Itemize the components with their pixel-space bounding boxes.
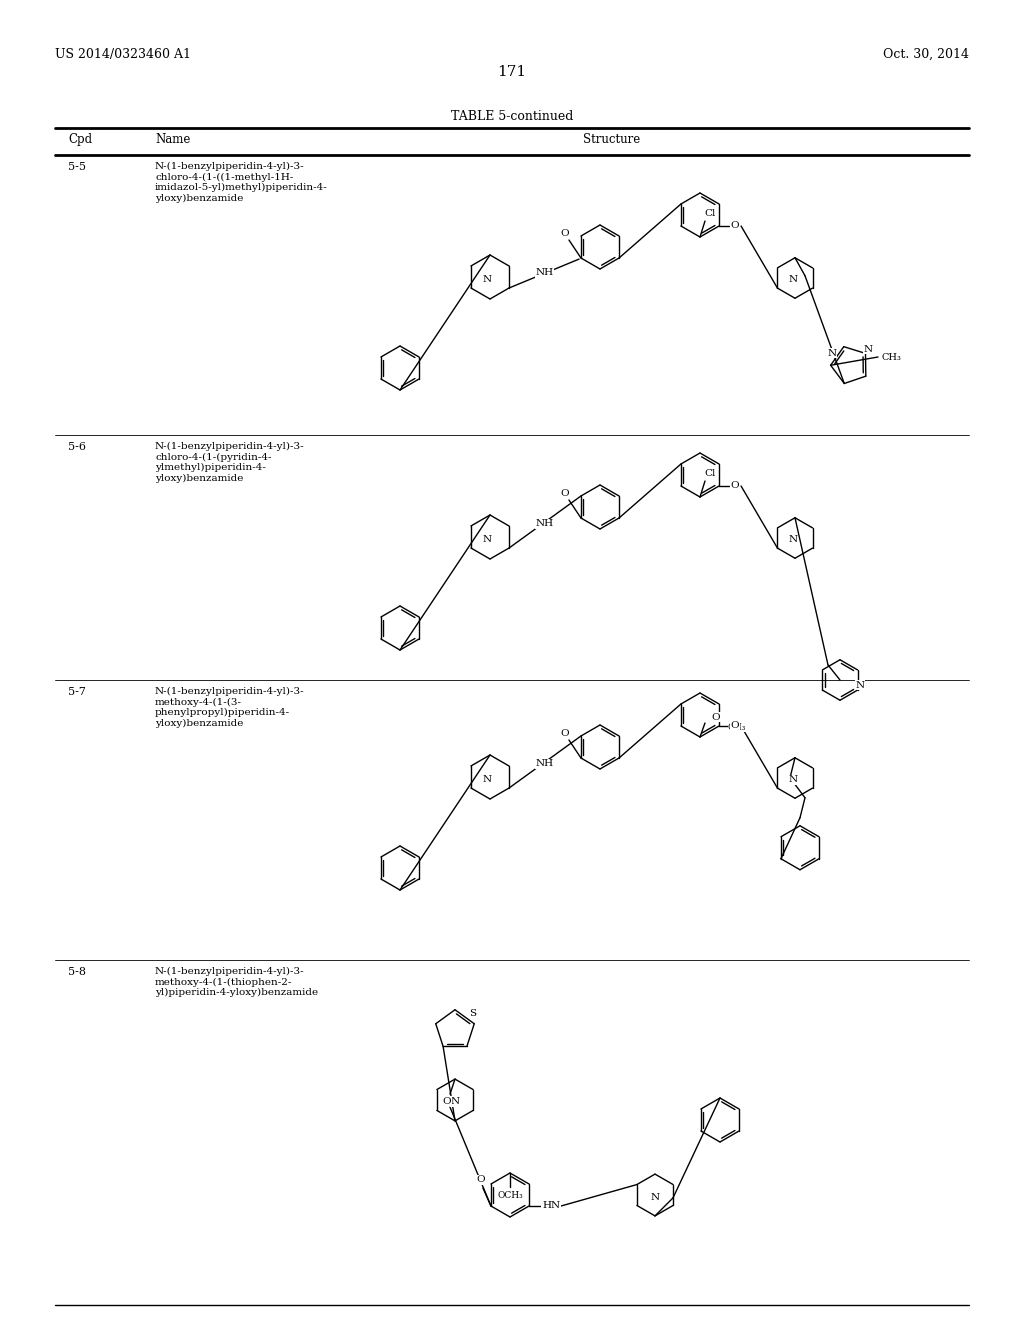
Text: Cl: Cl <box>705 470 716 479</box>
Text: 5-8: 5-8 <box>68 968 86 977</box>
Text: N: N <box>451 1097 460 1106</box>
Text: HN: HN <box>542 1201 560 1210</box>
Text: US 2014/0323460 A1: US 2014/0323460 A1 <box>55 48 191 61</box>
Text: N: N <box>863 345 872 354</box>
Text: 5-7: 5-7 <box>68 686 86 697</box>
Text: OCH₃: OCH₃ <box>497 1191 523 1200</box>
Text: O: O <box>476 1176 485 1184</box>
Text: N: N <box>788 776 798 784</box>
Text: O: O <box>712 713 720 722</box>
Text: O: O <box>731 722 739 730</box>
Text: N: N <box>650 1192 659 1201</box>
Text: 5-6: 5-6 <box>68 442 86 451</box>
Text: O: O <box>560 729 569 738</box>
Text: O: O <box>442 1097 452 1106</box>
Text: TABLE 5-continued: TABLE 5-continued <box>451 110 573 123</box>
Text: N-(1-benzylpiperidin-4-yl)-3-
chloro-4-(1-(pyridin-4-
ylmethyl)piperidin-4-
ylox: N-(1-benzylpiperidin-4-yl)-3- chloro-4-(… <box>155 442 304 483</box>
Text: Name: Name <box>155 133 190 147</box>
Text: CH₃: CH₃ <box>728 722 746 731</box>
Text: O: O <box>731 482 739 491</box>
Text: N: N <box>482 535 492 544</box>
Text: O: O <box>731 222 739 231</box>
Text: N-(1-benzylpiperidin-4-yl)-3-
methoxy-4-(1-(thiophen-2-
yl)piperidin-4-yloxy)ben: N-(1-benzylpiperidin-4-yl)-3- methoxy-4-… <box>155 968 318 997</box>
Text: N: N <box>482 275 492 284</box>
Text: N-(1-benzylpiperidin-4-yl)-3-
methoxy-4-(1-(3-
phenylpropyl)piperidin-4-
yloxy)b: N-(1-benzylpiperidin-4-yl)-3- methoxy-4-… <box>155 686 304 727</box>
Text: 171: 171 <box>498 65 526 79</box>
Text: N: N <box>482 775 492 784</box>
Text: N: N <box>856 681 865 689</box>
Text: NH: NH <box>536 268 554 277</box>
Text: NH: NH <box>536 520 554 528</box>
Text: Structure: Structure <box>584 133 641 147</box>
Text: O: O <box>560 488 569 498</box>
Text: 5-5: 5-5 <box>68 162 86 172</box>
Text: N: N <box>788 276 798 285</box>
Text: N: N <box>788 536 798 544</box>
Text: N-(1-benzylpiperidin-4-yl)-3-
chloro-4-(1-((1-methyl-1H-
imidazol-5-yl)methyl)pi: N-(1-benzylpiperidin-4-yl)-3- chloro-4-(… <box>155 162 328 203</box>
Text: N: N <box>827 348 837 358</box>
Text: Oct. 30, 2014: Oct. 30, 2014 <box>883 48 969 61</box>
Text: NH: NH <box>536 759 554 768</box>
Text: O: O <box>560 228 569 238</box>
Text: Cl: Cl <box>705 210 716 219</box>
Text: Cpd: Cpd <box>68 133 92 147</box>
Text: CH₃: CH₃ <box>882 352 902 362</box>
Text: S: S <box>469 1010 476 1019</box>
